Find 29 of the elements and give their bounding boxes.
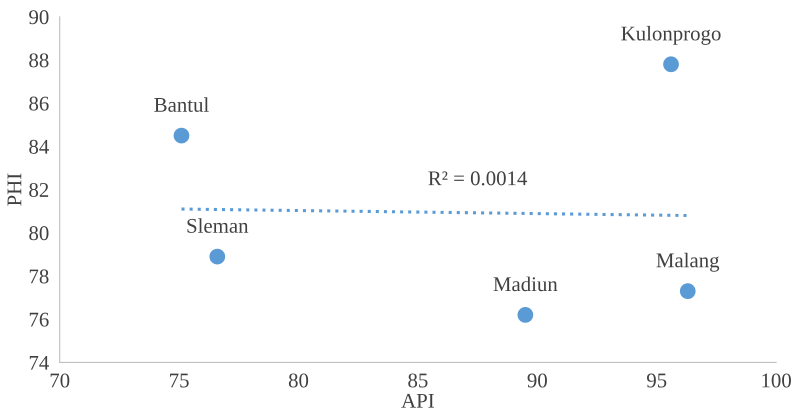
annotation: Malang: [656, 252, 720, 272]
y-tick-label: 90: [29, 10, 48, 24]
y-tick-label: 80: [29, 226, 48, 240]
annotation: Madiun: [494, 276, 558, 292]
y-tick-label: 74: [30, 356, 49, 370]
y-tick-label: 82: [29, 182, 48, 198]
x-tick-label: 95: [646, 374, 666, 388]
point: [174, 128, 190, 144]
annotation: Bantul: [154, 97, 209, 112]
x-tick-label: 85: [408, 373, 428, 388]
y-tick-label: 88: [29, 53, 48, 68]
annotation: R² = 0.0014: [428, 171, 528, 186]
point: [663, 56, 679, 72]
point: [680, 283, 696, 300]
y-tick-label: 84: [29, 140, 49, 154]
x-tick-label: 75: [170, 374, 189, 388]
point: [209, 248, 226, 264]
x-tick-label: 70: [50, 373, 70, 388]
annotation: Kulonprogo: [621, 26, 721, 45]
point: [517, 307, 534, 323]
y-tick-label: 78: [30, 269, 48, 284]
annotation: Sleman: [187, 218, 248, 233]
y-axis-title: PHI: [8, 174, 22, 206]
x-tick-label: 80: [288, 373, 308, 388]
y-tick-label: 86: [29, 96, 49, 111]
y-tick-label: 76: [30, 312, 49, 327]
x-tick-label: 100: [762, 373, 791, 388]
x-tick-label: 90: [528, 373, 547, 388]
x-axis-title: API: [401, 394, 434, 408]
